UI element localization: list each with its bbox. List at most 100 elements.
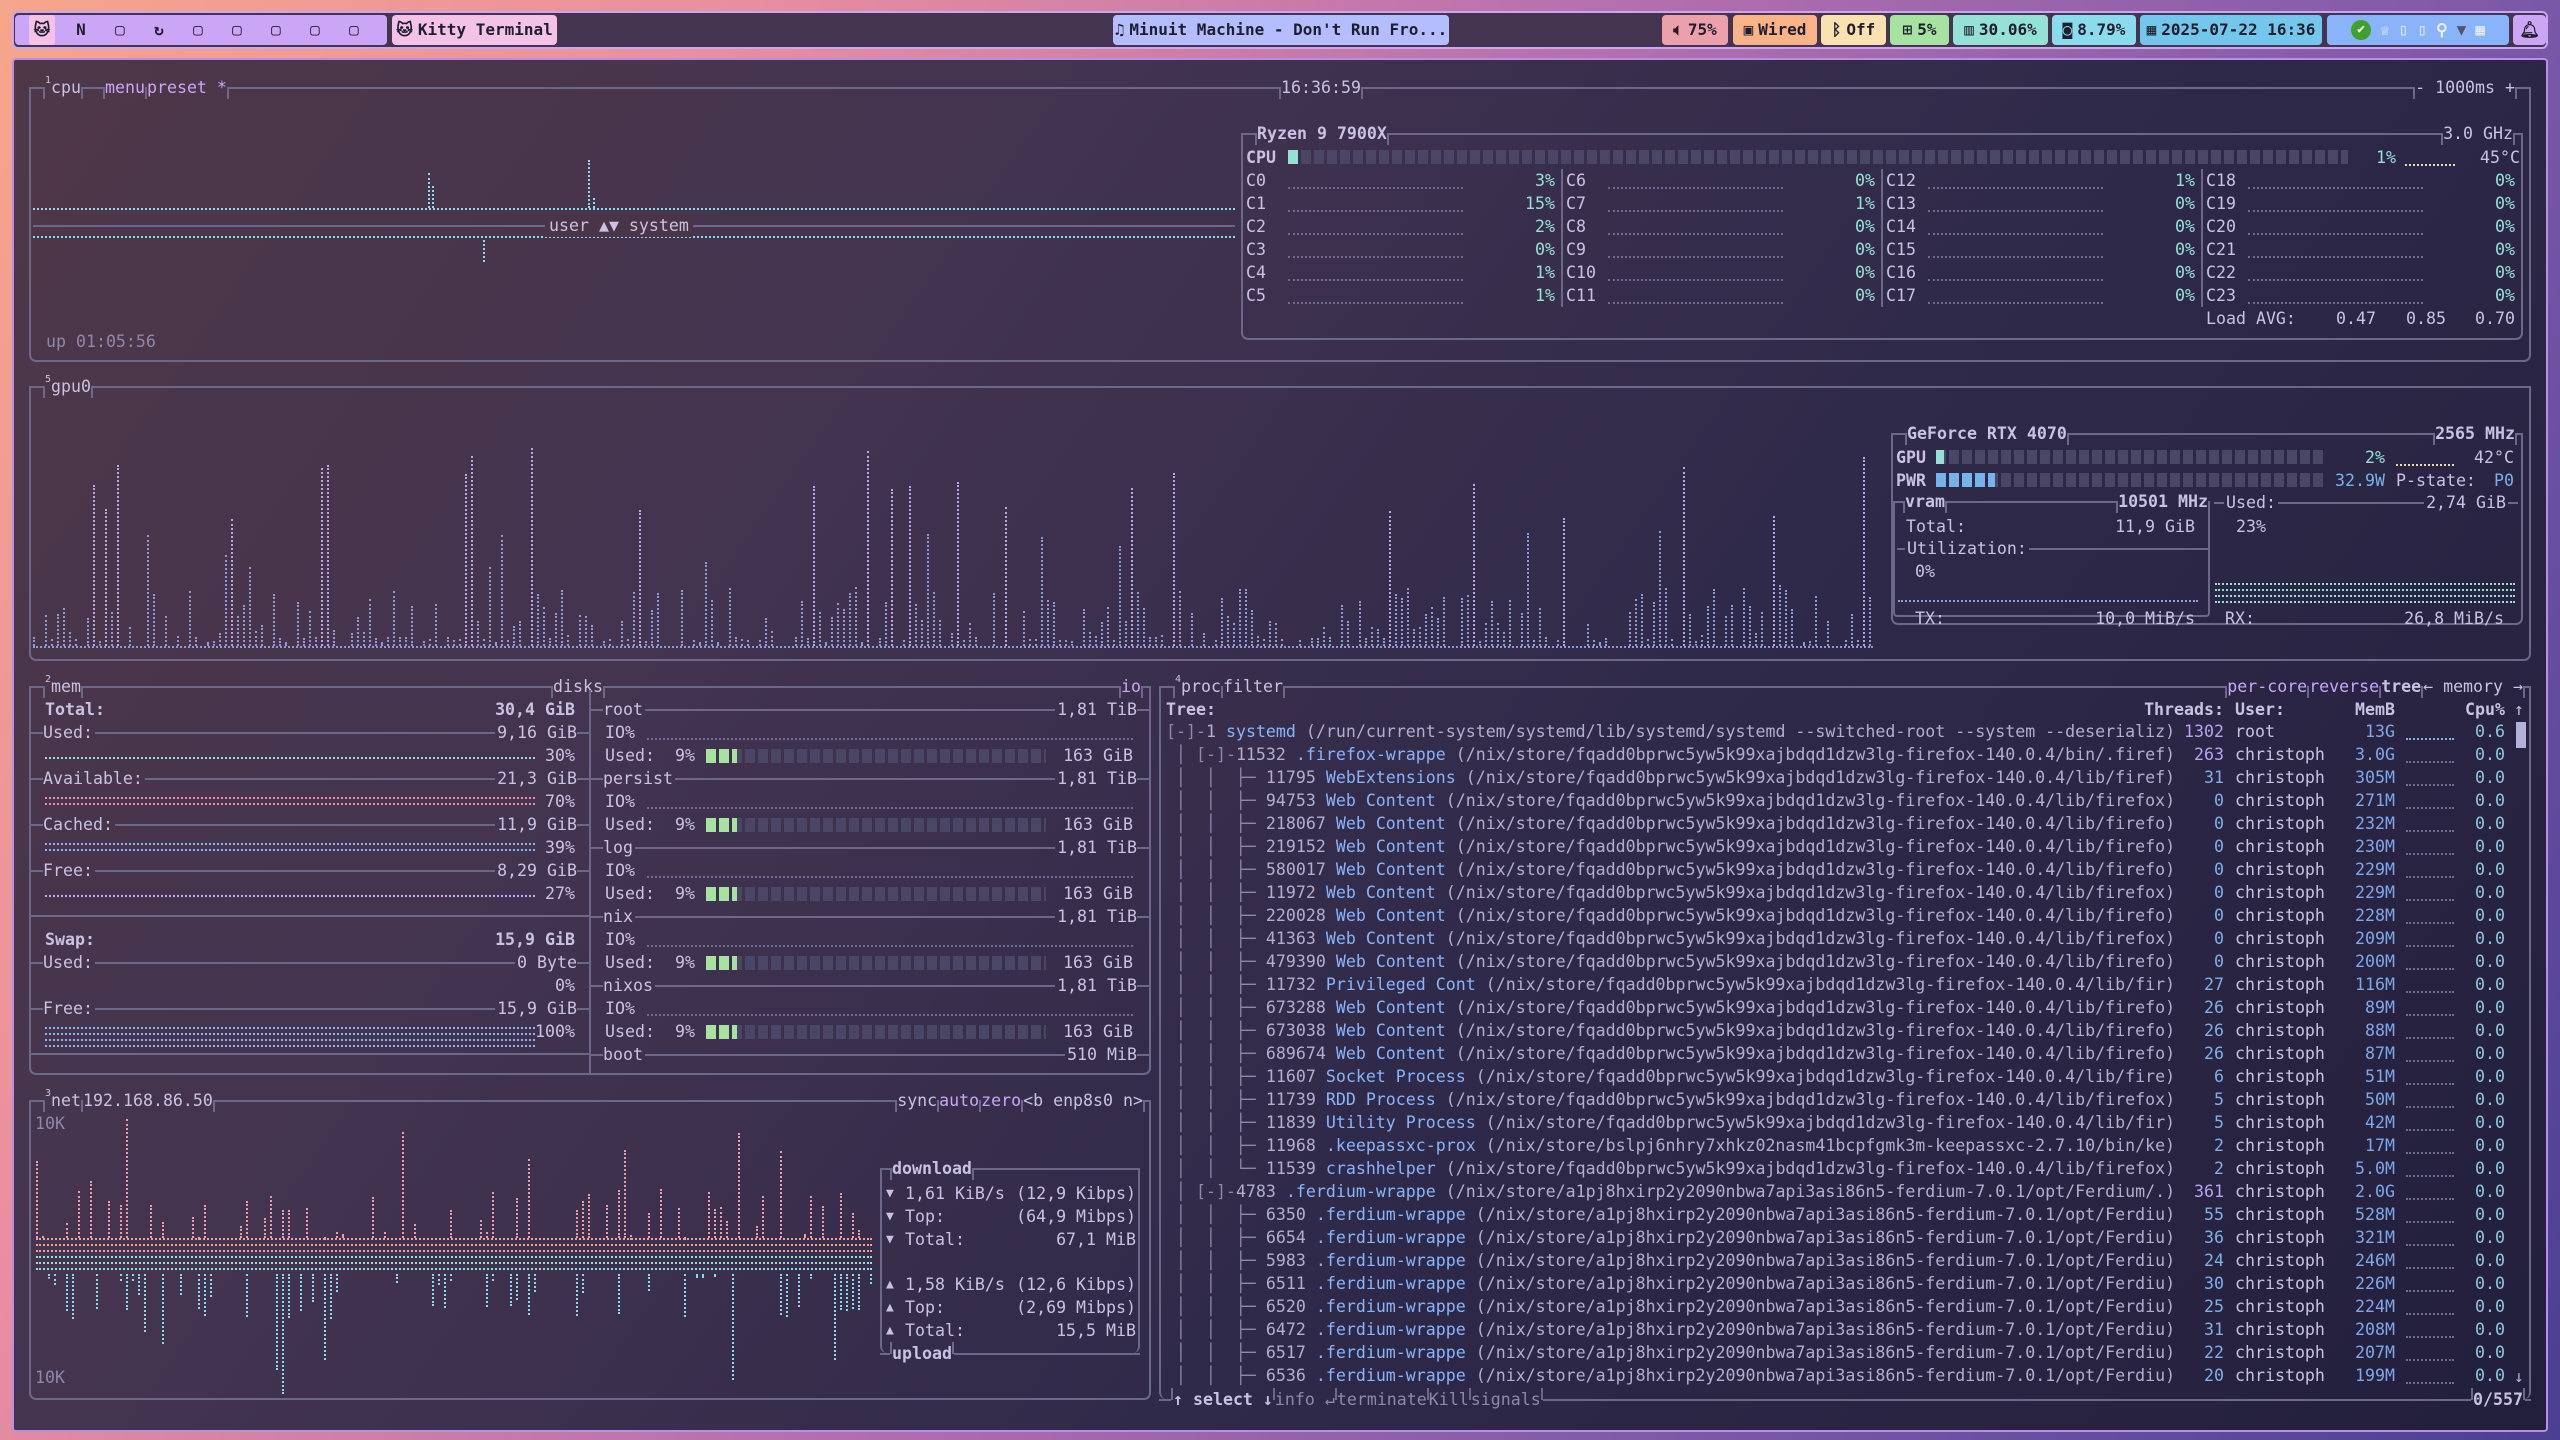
process-row[interactable]: │ │ ├─ 218067 Web Content (/nix/store/fq… bbox=[1166, 812, 2506, 835]
process-scrollbar[interactable] bbox=[2516, 722, 2526, 748]
memory-indicator[interactable]: ▥ 30.06% bbox=[1953, 15, 2048, 45]
download-graph-bar bbox=[150, 1205, 152, 1238]
workspace-7-square-icon[interactable]: ▢ bbox=[271, 20, 281, 39]
volume-indicator[interactable]: 🔈︎ 75% bbox=[1662, 15, 1728, 45]
signals-button[interactable]: signals bbox=[1470, 1390, 1541, 1409]
process-row[interactable]: │ [-]-11532 .firefox-wrappe (/nix/store/… bbox=[1166, 743, 2506, 766]
upload-baseline bbox=[36, 1256, 872, 1258]
process-command: │ │ ├─ 11972 Web Content (/nix/store/fqa… bbox=[1166, 881, 2180, 904]
workspace-8-square-icon[interactable]: ▢ bbox=[310, 20, 320, 39]
keyboard-icon[interactable]: ▦ bbox=[2475, 20, 2485, 39]
phone-icon[interactable]: ▯ bbox=[2417, 20, 2427, 39]
auto-toggle[interactable]: auto bbox=[939, 1091, 980, 1110]
process-row[interactable]: │ │ ├─ 94753 Web Content (/nix/store/fqa… bbox=[1166, 789, 2506, 812]
zero-toggle[interactable]: zero bbox=[981, 1091, 1022, 1110]
disk-name[interactable]: nix bbox=[603, 907, 633, 926]
interface-selector[interactable]: <b enp8s0 n> bbox=[1023, 1091, 1143, 1110]
disk-name[interactable]: boot bbox=[603, 1045, 643, 1064]
disks-title[interactable]: disks bbox=[553, 677, 603, 696]
workspace-5-square-icon[interactable]: ▢ bbox=[193, 20, 203, 39]
cpu-indicator[interactable]: ⊞ 5% bbox=[1890, 15, 1949, 45]
disk-name[interactable]: root bbox=[603, 700, 643, 719]
process-row[interactable]: │ │ ├─ 220028 Web Content (/nix/store/fq… bbox=[1166, 904, 2506, 927]
process-row[interactable]: │ │ ├─ 479390 Web Content (/nix/store/fq… bbox=[1166, 950, 2506, 973]
mem-header[interactable]: MemB bbox=[2355, 700, 2395, 719]
process-row[interactable]: │ │ ├─ 11795 WebExtensions (/nix/store/f… bbox=[1166, 766, 2506, 789]
kill-button[interactable]: Kill bbox=[1428, 1390, 1469, 1409]
process-row[interactable]: │ │ ├─ 689674 Web Content (/nix/store/fq… bbox=[1166, 1042, 2506, 1065]
media-player[interactable]: ♫ Minuit Machine - Don't Run Fro... bbox=[1113, 15, 1449, 45]
cpu-header[interactable]: Cpu% bbox=[2465, 700, 2505, 719]
process-row[interactable]: │ │ ├─ 41363 Web Content (/nix/store/fqa… bbox=[1166, 927, 2506, 950]
sync-toggle[interactable]: sync bbox=[897, 1091, 938, 1110]
notifications-button[interactable]: 🔔︎ bbox=[2513, 15, 2546, 45]
vram-used-percent: 23% bbox=[2236, 517, 2266, 536]
process-row[interactable]: │ │ ├─ 219152 Web Content (/nix/store/fq… bbox=[1166, 835, 2506, 858]
workspace-1-cat-icon[interactable]: 🐱︎ bbox=[29, 15, 55, 45]
info-button[interactable]: info ↵ bbox=[1274, 1390, 1335, 1409]
threads-header[interactable]: Threads: bbox=[2144, 700, 2224, 719]
process-row[interactable]: │ │ ├─ 6350 .ferdium-wrappe (/nix/store/… bbox=[1166, 1203, 2506, 1226]
process-row[interactable]: │ │ ├─ 11607 Socket Process (/nix/store/… bbox=[1166, 1065, 2506, 1088]
process-row[interactable]: │ [-]-4783 .ferdium-wrappe (/nix/store/a… bbox=[1166, 1180, 2506, 1203]
workspace-9-square-icon[interactable]: ▢ bbox=[349, 20, 359, 39]
process-row[interactable]: │ │ ├─ 6654 .ferdium-wrappe (/nix/store/… bbox=[1166, 1226, 2506, 1249]
process-row[interactable]: │ │ ├─ 6472 .ferdium-wrappe (/nix/store/… bbox=[1166, 1318, 2506, 1341]
sort-selector[interactable]: ← memory → bbox=[2423, 677, 2523, 696]
menu-button[interactable]: menu bbox=[105, 78, 145, 97]
gpu-graph-bar bbox=[1365, 638, 1367, 646]
process-row[interactable]: │ │ ├─ 11732 Privileged Cont (/nix/store… bbox=[1166, 973, 2506, 996]
gpu-title[interactable]: 5gpu0 bbox=[45, 374, 91, 397]
update-interval-control[interactable]: - 1000ms + bbox=[2415, 78, 2516, 97]
process-row[interactable]: │ │ └─ 11539 crashhelper (/nix/store/fqa… bbox=[1166, 1157, 2506, 1180]
disk-name[interactable]: persist bbox=[603, 769, 673, 788]
process-row[interactable]: │ │ ├─ 11839 Utility Process (/nix/store… bbox=[1166, 1111, 2506, 1134]
key-icon[interactable]: ⚲ bbox=[2435, 20, 2448, 39]
process-row[interactable]: │ │ ├─ 11972 Web Content (/nix/store/fqa… bbox=[1166, 881, 2506, 904]
active-window[interactable]: 🐱︎ Kitty Terminal bbox=[392, 15, 557, 45]
tree-toggle[interactable]: tree bbox=[2381, 677, 2422, 696]
workspace-6-square-icon[interactable]: ▢ bbox=[232, 20, 242, 39]
process-row[interactable]: │ │ ├─ 11739 RDD Process (/nix/store/fqa… bbox=[1166, 1088, 2506, 1111]
disk-name[interactable]: log bbox=[603, 838, 633, 857]
process-row[interactable]: [-]-1 systemd (/run/current-system/syste… bbox=[1166, 720, 2506, 743]
process-row[interactable]: │ │ ├─ 6511 .ferdium-wrappe (/nix/store/… bbox=[1166, 1272, 2506, 1295]
workspace-4-firefox-icon[interactable]: ↻ bbox=[154, 20, 164, 39]
preset-button[interactable]: preset * bbox=[146, 78, 227, 97]
core-column-divider bbox=[2201, 238, 2203, 261]
proc-title[interactable]: 4proc bbox=[1175, 674, 1221, 697]
per-core-toggle[interactable]: per-core bbox=[2227, 677, 2308, 696]
filter-button[interactable]: filter bbox=[1223, 677, 1283, 696]
clock[interactable]: ▦ 2025-07-22 16:36 bbox=[2140, 15, 2322, 45]
crown-icon[interactable]: ♕ bbox=[2380, 20, 2390, 39]
cpu-title[interactable]: 1cpu bbox=[45, 75, 82, 98]
sort-arrow-up-icon[interactable]: ↑ bbox=[2514, 700, 2524, 719]
select-control[interactable]: ↑ select ↓ bbox=[1173, 1390, 1273, 1409]
user-header[interactable]: User: bbox=[2235, 700, 2285, 719]
check-circle-icon[interactable]: ✔ bbox=[2351, 20, 2372, 40]
scroll-down-icon[interactable]: ↓ bbox=[2514, 1367, 2524, 1386]
bluetooth-indicator[interactable]: ᛒ Off bbox=[1821, 15, 1886, 45]
net-title[interactable]: 3net bbox=[45, 1088, 82, 1111]
process-row[interactable]: │ │ ├─ 673288 Web Content (/nix/store/fq… bbox=[1166, 996, 2506, 1019]
process-row[interactable]: │ │ ├─ 11968 .keepassxc-prox (/nix/store… bbox=[1166, 1134, 2506, 1157]
terminate-button[interactable]: terminate bbox=[1336, 1390, 1427, 1409]
disk-name[interactable]: nixos bbox=[603, 976, 653, 995]
process-row[interactable]: │ │ ├─ 580017 Web Content (/nix/store/fq… bbox=[1166, 858, 2506, 881]
process-pid: 11607 bbox=[1265, 1067, 1316, 1086]
workspace-2-nixos-icon[interactable]: N bbox=[76, 20, 86, 39]
process-row[interactable]: │ │ ├─ 5983 .ferdium-wrappe (/nix/store/… bbox=[1166, 1249, 2506, 1272]
process-row[interactable]: │ │ ├─ 673038 Web Content (/nix/store/fq… bbox=[1166, 1019, 2506, 1042]
disk-indicator[interactable]: ◙ 8.79% bbox=[2052, 15, 2136, 45]
row-line bbox=[31, 731, 43, 734]
funnel-icon[interactable]: ▼ bbox=[2456, 20, 2467, 39]
process-row[interactable]: │ │ ├─ 6517 .ferdium-wrappe (/nix/store/… bbox=[1166, 1341, 2506, 1364]
process-row[interactable]: │ │ ├─ 6536 .ferdium-wrappe (/nix/store/… bbox=[1166, 1364, 2506, 1387]
reverse-toggle[interactable]: reverse bbox=[2309, 677, 2380, 696]
battery-icon[interactable]: ▯ bbox=[2398, 20, 2409, 39]
io-toggle[interactable]: io bbox=[1121, 677, 1141, 696]
network-indicator[interactable]: ▣ Wired bbox=[1733, 15, 1817, 45]
mem-title[interactable]: 2mem bbox=[45, 674, 82, 697]
process-row[interactable]: │ │ ├─ 6520 .ferdium-wrappe (/nix/store/… bbox=[1166, 1295, 2506, 1318]
workspace-3-square-icon[interactable]: ▢ bbox=[115, 20, 125, 39]
